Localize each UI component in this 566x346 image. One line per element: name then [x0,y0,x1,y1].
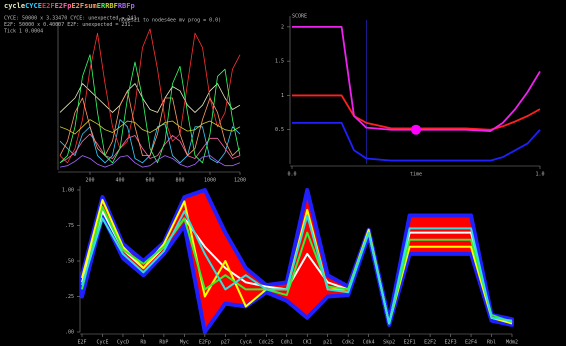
x-tick-label: 1.0 [535,172,544,178]
x-tick-label: 400 [115,178,124,184]
x-tick-label: CycD [117,340,129,346]
legend-entry: E2Fsum [71,2,96,10]
status-line: Tick 1 0.0004 [4,29,43,35]
status-line: CYCE: 50000 x 3.33470 CYCE: unexpected =… [4,16,139,22]
x-tick-label: 600 [145,178,154,184]
legend-entry: cycle [4,2,25,10]
series-line [59,28,241,164]
series-line [292,121,541,162]
x-axis-label: time [410,172,422,178]
chart-title: SCORE [292,14,307,20]
chart-title: nodes21 to nodes4ee mv prog = 0.0) [119,18,221,24]
marker-point [411,124,421,135]
series-line [59,119,241,135]
x-tick-label: 200 [85,178,94,184]
series-line [81,206,513,325]
legend-entry: E2Fp [55,2,72,10]
x-tick-label: CKI [303,340,312,346]
x-tick-label: E2F3 [445,340,457,346]
chart-panel: .00 .25 .50 .75 1.00 E2F CycE CycD Rb RbP Myc E2Fp p… [62,186,518,346]
legend-entry: CYCE [25,2,42,10]
chart-panel: 0.5 1 1.5 2 0.0 1.0 time SCORE [275,14,545,178]
status-line: E2F: 50000 x 0.40007 E2F: unexpected = 2… [4,22,133,28]
x-tick-label: Cdc25 [259,340,274,346]
y-tick-label: .75 [65,223,74,229]
x-tick-label: E2F2 [424,340,436,346]
x-tick-label: Rb [140,340,146,346]
x-tick-label: Rbl [487,340,496,346]
series-line [292,25,541,132]
series-line [81,210,513,325]
series-line [59,90,241,157]
x-tick-label: p21 [323,340,332,346]
y-tick-label: .25 [65,294,74,300]
series-line [59,155,241,168]
x-tick-label: E2F [77,340,86,346]
x-tick-label: 800 [175,178,184,184]
x-tick-label: 0.0 [287,172,296,178]
x-tick-label: Cdk2 [342,340,354,346]
x-tick-label: Myc [180,340,189,346]
x-tick-label: 1200 [234,178,246,184]
y-tick-label: 1.5 [275,59,284,65]
series-line [59,133,241,164]
legend-entry: RBF [105,2,118,10]
x-tick-label: CycA [240,340,252,346]
legend-entry: ER [97,2,106,10]
y-tick-label: 1 [281,93,284,99]
x-tick-label: E2F1 [404,340,416,346]
x-tick-label: E2Fp [199,340,211,346]
series-line [59,119,241,164]
x-tick-label: Skp2 [383,340,395,346]
series-line [292,94,541,131]
x-tick-label: E2F4 [465,340,477,346]
x-tick-label: Mdm2 [506,340,518,346]
legend-entry: RBFp [118,2,135,10]
chart-panel: 200 400 600 800 1000 1200 nodes21 to nodes4ee … [4,2,246,184]
series-line [59,83,241,113]
x-tick-label: CycE [96,340,108,346]
y-tick-label: 0.5 [275,127,284,133]
y-tick-label: .50 [65,259,74,265]
x-tick-label: 1000 [204,178,216,184]
x-tick-label: Cdk4 [363,340,375,346]
x-tick-label: RbP [159,340,168,346]
x-tick-label: Cdh1 [281,340,293,346]
series-line [59,54,241,164]
y-tick-label: 2 [281,24,284,30]
x-tick-label: p27 [221,340,230,346]
y-tick-label: .00 [65,330,74,336]
legend-entry: E2F [42,2,55,10]
y-tick-label: 1.00 [62,188,74,194]
